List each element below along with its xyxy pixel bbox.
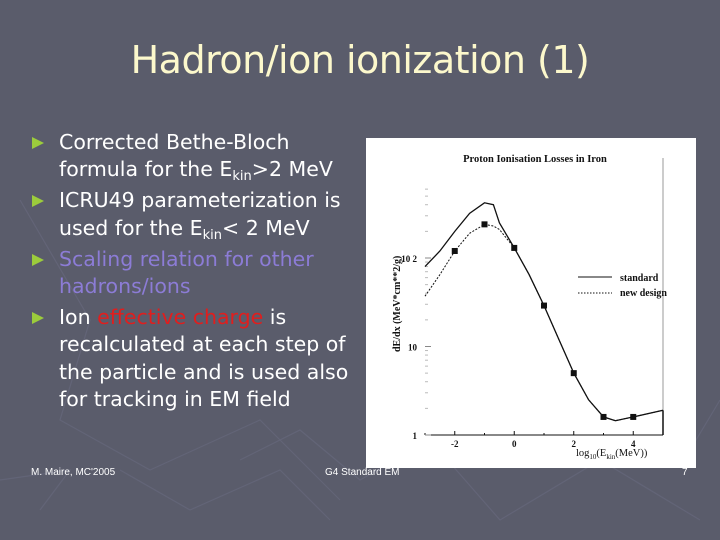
proton-ionisation-chart: Proton Ionisation Losses in Iron dE/dx (…	[366, 138, 696, 468]
svg-text:10 2: 10 2	[401, 254, 417, 264]
svg-text:10: 10	[408, 343, 418, 353]
bullet-item-bethe-bloch: Corrected Bethe-Bloch formula for the Ek…	[28, 129, 358, 183]
legend-new-design: new design	[620, 288, 667, 299]
x-axis-label: log10(Ekin(MeV))	[576, 448, 648, 461]
slide-title: Hadron/ion ionization (1)	[130, 38, 590, 82]
chart-title: Proton Ionisation Losses in Iron	[463, 154, 607, 165]
triangle-bullet-icon	[32, 253, 44, 266]
bullet-text: ICRU49 parameterization is used for the …	[59, 188, 341, 240]
bullet-text: is recalculated at each step of the part…	[59, 305, 349, 411]
subscript: kin	[232, 169, 252, 185]
bullet-text: Ion	[59, 305, 98, 330]
footer-author: M. Maire, MC'2005	[31, 467, 116, 478]
bullet-item-effective-charge: Ion effective charge is recalculated at …	[28, 304, 358, 413]
svg-text:-2: -2	[451, 439, 459, 449]
page-number: 7	[682, 467, 688, 478]
bullet-text: Scaling relation for other hadrons/ions	[59, 246, 314, 299]
svg-text:0: 0	[512, 439, 517, 449]
bullet-text: >2 MeV	[251, 157, 333, 182]
svg-text:1: 1	[413, 431, 418, 441]
chart-axes: -2 0 2 4 1 10 10 2	[401, 158, 664, 449]
triangle-bullet-icon	[32, 195, 44, 208]
legend-standard: standard	[620, 273, 659, 284]
triangle-bullet-icon	[32, 312, 44, 325]
triangle-bullet-icon	[32, 137, 44, 149]
highlight-text: effective charge	[97, 305, 264, 330]
svg-text:4: 4	[631, 439, 636, 449]
subscript: kin	[202, 227, 223, 243]
bullet-list: Corrected Bethe-Bloch formula for the Ek…	[28, 129, 358, 417]
bullet-item-icru49: ICRU49 parameterization is used for the …	[28, 187, 358, 243]
chart-legend: standard new design	[578, 273, 667, 299]
bullet-item-scaling: Scaling relation for other hadrons/ions	[28, 246, 358, 300]
y-axis-label: dE/dx (MeV*cm**2/g)	[392, 256, 403, 352]
svg-text:2: 2	[572, 439, 577, 449]
bullet-text: Corrected Bethe-Bloch formula for the E	[59, 130, 290, 182]
bullet-text: < 2 MeV	[222, 215, 310, 240]
chart-curves	[424, 202, 664, 435]
footer-topic: G4 Standard EM	[325, 467, 400, 478]
